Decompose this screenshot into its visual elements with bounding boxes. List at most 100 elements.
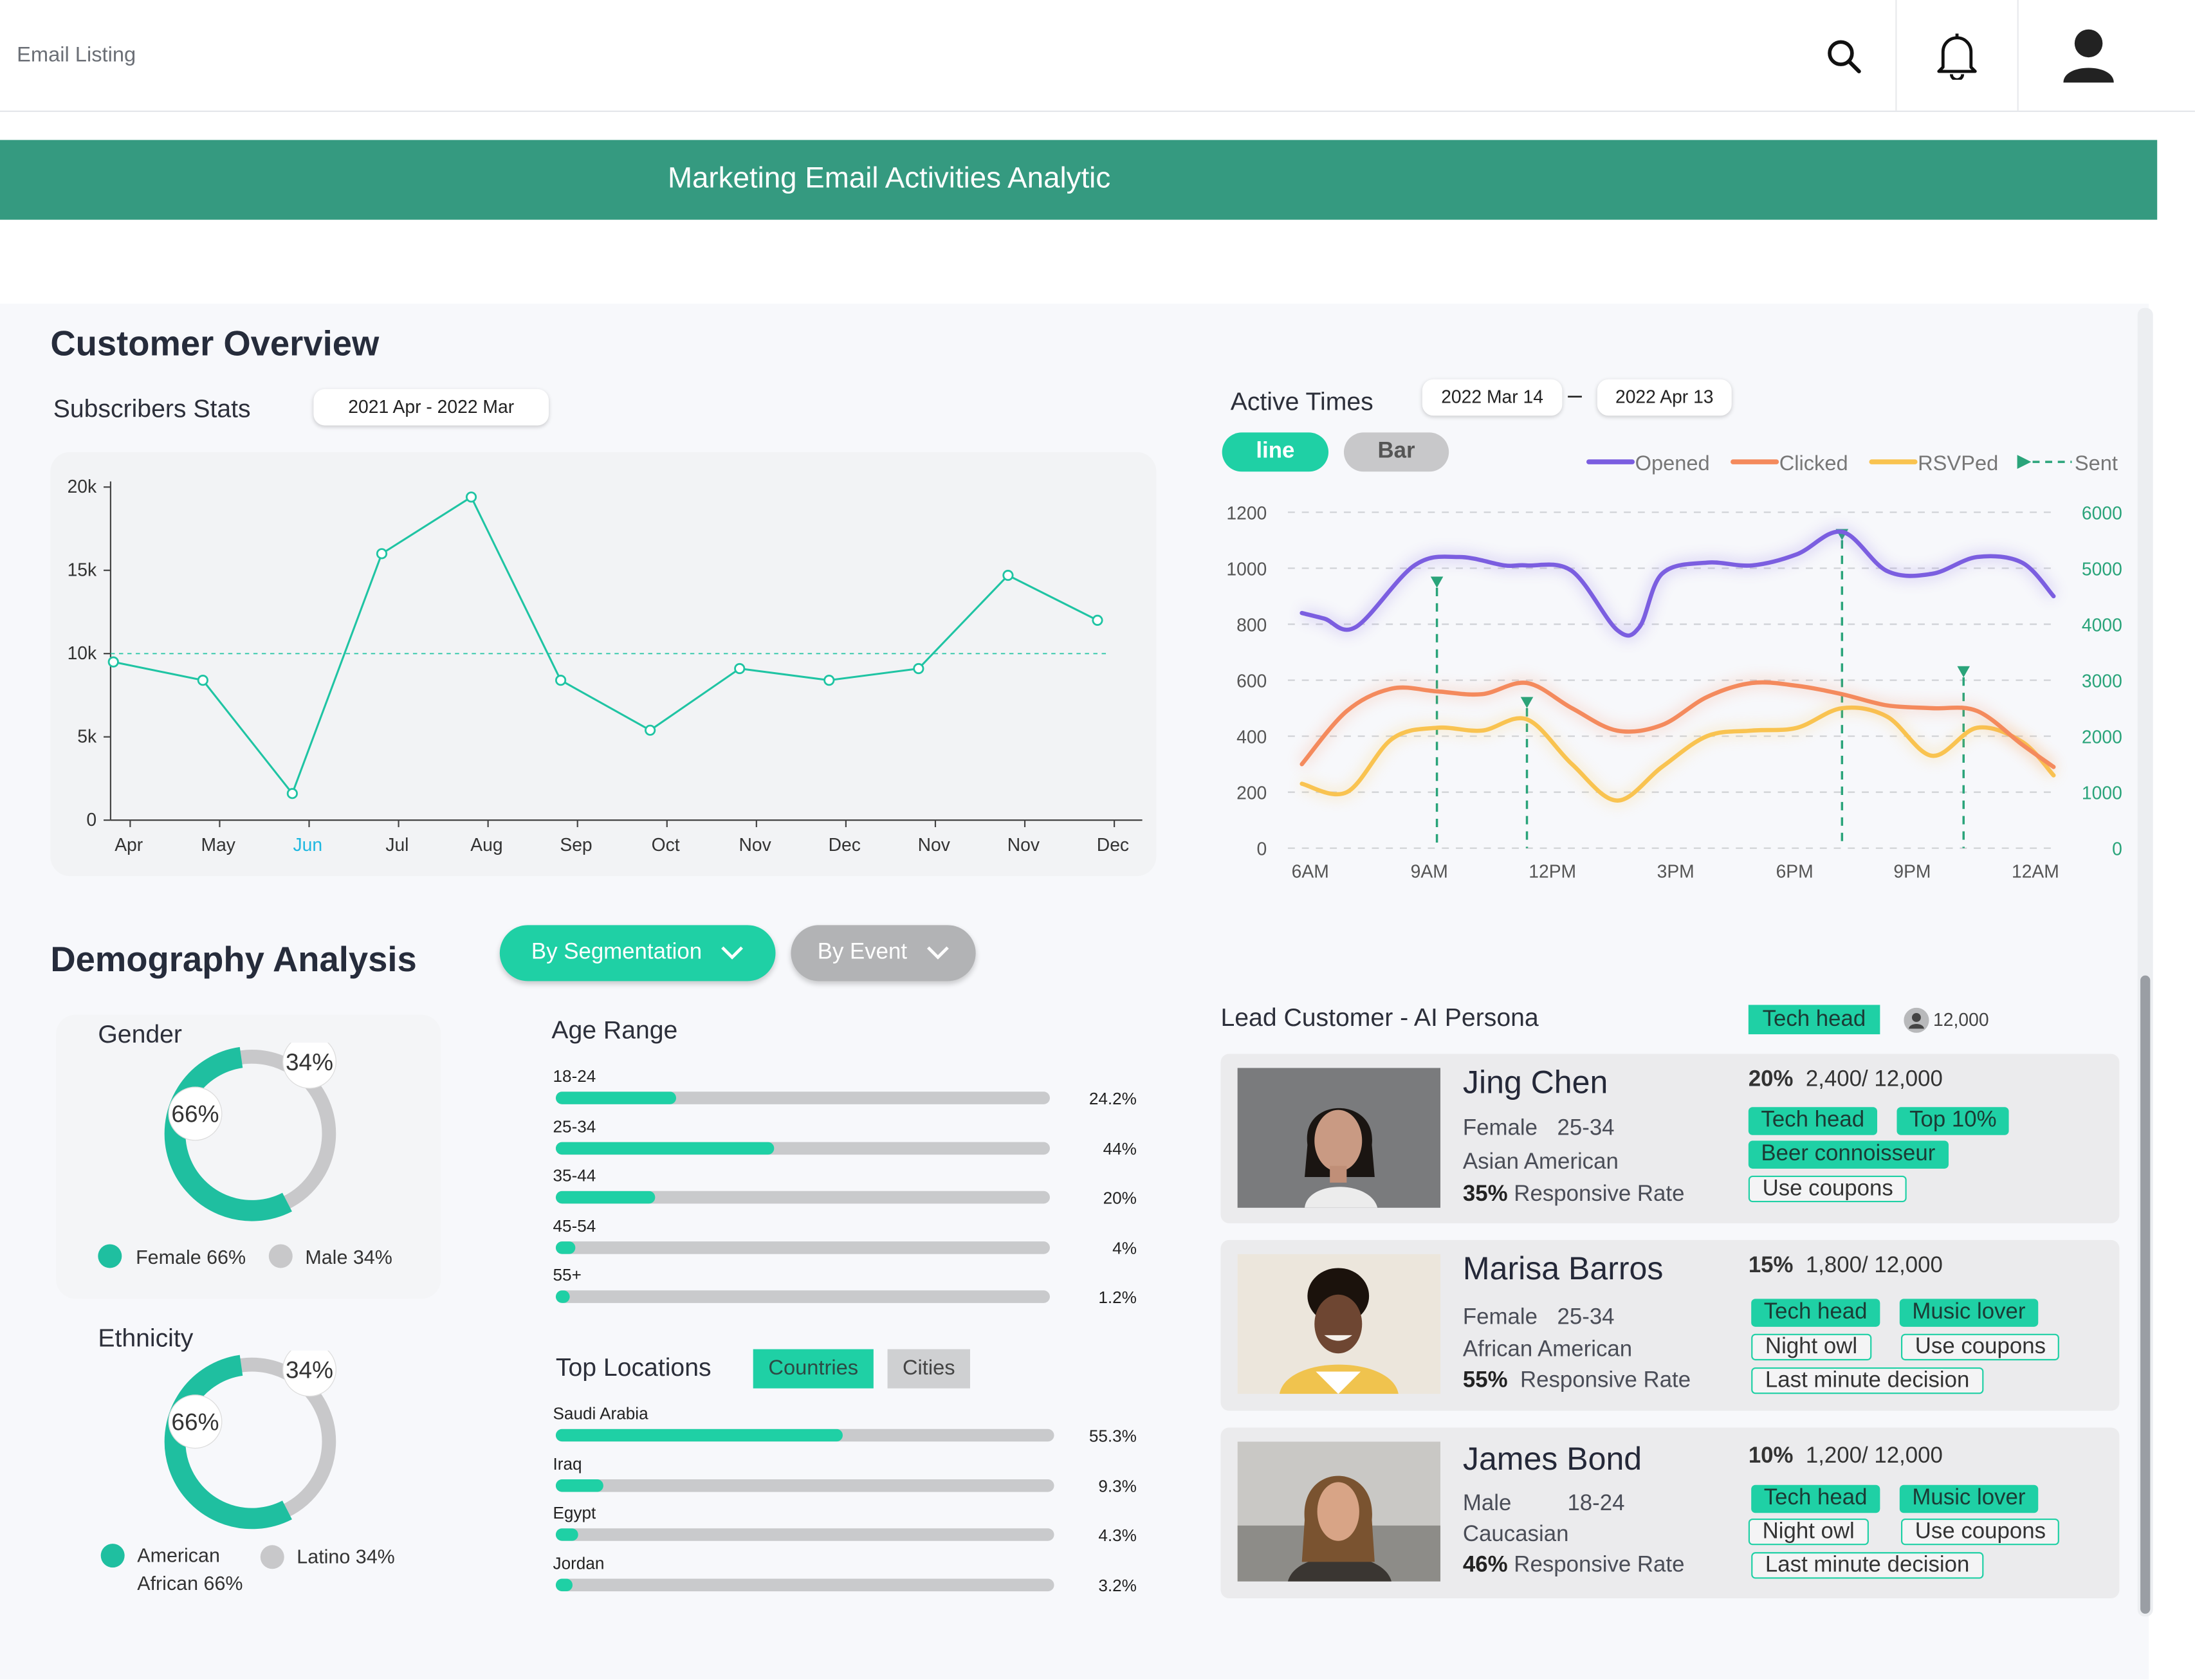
data-point [376, 548, 388, 560]
bar-fill [555, 1191, 656, 1204]
x-tick-label: Dec [829, 834, 861, 855]
bar-value: 1.2% [1098, 1287, 1137, 1308]
search-button[interactable] [1806, 0, 1882, 111]
subscribers-date-range[interactable]: 2021 Apr - 2022 Mar [313, 388, 549, 426]
bar-track [555, 1241, 1051, 1254]
persona-tag[interactable]: Night owl [1751, 1333, 1871, 1361]
toggle-line-button[interactable]: line [1222, 432, 1329, 472]
persona-gender: Female [1462, 1117, 1538, 1141]
persona-gender-age: Female 25-34 [1463, 1117, 1615, 1142]
persona-photo-jing-chen [1237, 1068, 1441, 1208]
date-range-separator: – [1568, 380, 1582, 409]
legend-male: Male 34% [305, 1245, 392, 1268]
x-tick-label: Nov [1007, 834, 1040, 855]
x-tick-label: 12AM [2012, 861, 2059, 881]
donut-main-label: 66% [171, 1101, 219, 1128]
user-icon [2063, 28, 2114, 82]
sent-marker [1520, 697, 1534, 709]
x-tick-label: Apr [115, 834, 143, 855]
persona-tag[interactable]: Last minute decision [1751, 1552, 1984, 1579]
gender-donut-chart: 34% 66% [164, 1043, 337, 1221]
persona-ethnicity: African American [1462, 1338, 1633, 1362]
bar-fill [555, 1429, 843, 1442]
persona-tag[interactable]: Use coupons [1901, 1518, 2060, 1546]
top-locations-title: Top Locations [555, 1353, 712, 1382]
persona-tag[interactable]: Night owl [1748, 1518, 1869, 1546]
bar-value: 44% [1103, 1138, 1137, 1158]
persona-tag[interactable]: Tech head [1751, 1299, 1880, 1327]
persona-tag[interactable]: Tech head [1751, 1484, 1880, 1513]
persona-share-pct: 15% [1748, 1254, 1794, 1278]
notifications-button[interactable] [1895, 0, 2019, 111]
persona-card[interactable]: Jing Chen Female 25-34 Asian American 35%… [1220, 1054, 2120, 1223]
user-profile-button[interactable] [2033, 0, 2145, 111]
x-tick-label: Jul [385, 834, 409, 855]
data-point [465, 491, 477, 503]
donut-other-label: 34% [286, 1357, 333, 1383]
persona-tag[interactable]: Use coupons [1748, 1175, 1907, 1203]
data-point [197, 675, 208, 686]
bar-track [555, 1578, 1054, 1591]
persona-tag[interactable]: Tech head [1748, 1107, 1877, 1135]
label-bubble [282, 1350, 337, 1397]
bar-track [555, 1478, 1054, 1492]
by-segmentation-dropdown[interactable]: By Segmentation [499, 925, 776, 982]
x-tick-label: May [201, 834, 236, 855]
persona-tag[interactable]: Beer connoisseur [1748, 1140, 1948, 1169]
persona-rate-label: Responsive Rate [1514, 1553, 1685, 1578]
persona-ethnicity: Caucasian [1462, 1522, 1569, 1547]
subscribers-stats-title: Subscribers Stats [53, 394, 251, 423]
label-bubble [282, 1043, 337, 1089]
bar-fill [555, 1578, 573, 1591]
x-tick-label: 9PM [1893, 861, 1931, 881]
persona-name: Marisa Barros [1462, 1250, 1664, 1286]
x-tick-label: 6AM [1292, 861, 1329, 881]
persona-tag[interactable]: Top 10% [1897, 1107, 2010, 1135]
series-line-clicked [1300, 680, 2056, 769]
page-title: Marketing Email Activities Analytic [667, 162, 1111, 195]
persona-tag[interactable]: Last minute decision [1751, 1367, 1984, 1394]
persona-card[interactable]: James Bond Male 18-24 Caucasian 46% Respo… [1220, 1427, 2120, 1598]
series-line [113, 495, 1098, 796]
tab-cities[interactable]: Cities [887, 1349, 970, 1389]
x-tick-label: Sep [560, 834, 592, 855]
page-banner: Marketing Email Activities Analytic [0, 140, 2158, 220]
persona-rate-pct: 55% [1462, 1369, 1508, 1393]
bar-value: 20% [1103, 1188, 1137, 1208]
y-right-tick-label: 5000 [2082, 558, 2122, 579]
persona-tag[interactable]: Music lover [1899, 1299, 2039, 1327]
persona-tag[interactable]: Use coupons [1901, 1333, 2060, 1361]
lead-filter-tag[interactable]: Tech head [1748, 1005, 1880, 1035]
persona-rate-label: Responsive Rate [1520, 1369, 1691, 1393]
donut-main-slice [164, 1355, 292, 1529]
active-times-date-from[interactable]: 2022 Mar 14 [1422, 379, 1563, 416]
data-point [1092, 614, 1103, 626]
donut-main-label: 66% [171, 1409, 219, 1435]
active-times-date-to[interactable]: 2022 Apr 13 [1597, 379, 1732, 416]
bar-track [555, 1429, 1054, 1442]
toggle-bar-button[interactable]: Bar [1343, 432, 1449, 472]
by-event-dropdown[interactable]: By Event [791, 925, 976, 982]
y-right-tick-label: 2000 [2082, 726, 2122, 747]
bar-fill [555, 1478, 604, 1492]
x-tick-label: Nov [918, 834, 951, 855]
bar-label: 35-44 [553, 1165, 596, 1186]
data-point [913, 662, 924, 675]
y-left-tick-label: 400 [1236, 726, 1267, 747]
x-tick-label: 3PM [1657, 861, 1694, 881]
tab-countries[interactable]: Countries [753, 1349, 874, 1389]
persona-rate: 46% Responsive Rate [1463, 1553, 1685, 1578]
persona-tag[interactable]: Music lover [1899, 1484, 2039, 1513]
scrollbar-thumb[interactable] [2140, 975, 2151, 1614]
persona-card[interactable]: Marisa Barros Female 25-34 African Americ… [1220, 1239, 2120, 1411]
legend-female: Female 66% [136, 1245, 246, 1268]
series-line-rsvped [1300, 705, 2056, 803]
y-left-tick-label: 800 [1236, 614, 1267, 635]
legend-latino: Latino 34% [297, 1545, 395, 1568]
y-right-tick-label: 0 [2112, 839, 2122, 859]
donut-main-slice [164, 1046, 292, 1221]
x-tick-label: Aug [470, 834, 502, 855]
female-legend-dot [98, 1244, 122, 1268]
